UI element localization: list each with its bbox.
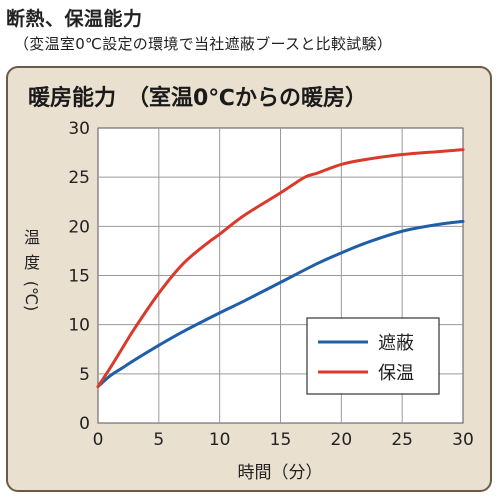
y-axis-label-part: (℃) [22, 281, 41, 311]
x-tick-label: 15 [270, 430, 292, 450]
y-axis-label-part: 度 [24, 253, 40, 272]
series-line-1 [96, 148, 465, 389]
y-tick-label: 15 [68, 267, 90, 287]
x-axis-ticks: 0 5 10 15 20 25 30 [93, 430, 474, 450]
legend-label-1: 保温 [378, 363, 414, 384]
y-axis-ticks: 0 5 10 15 20 25 30 [68, 119, 90, 434]
x-axis-label: 時間（分） [238, 463, 323, 483]
series-lines [96, 148, 465, 389]
page-title: 断熱、保温能力 [6, 8, 143, 30]
y-axis-label: 温度 (℃) [22, 228, 41, 311]
x-tick-label: 20 [331, 430, 353, 450]
x-tick-label: 0 [93, 430, 104, 450]
x-tick-label: 25 [391, 430, 413, 450]
y-tick-label: 20 [68, 217, 90, 237]
y-tick-label: 10 [68, 316, 90, 336]
y-tick-label: 5 [79, 365, 90, 385]
legend-box [306, 317, 440, 395]
y-tick-label: 0 [79, 414, 90, 434]
chart-title: 暖房能力 （室温0℃からの暖房） [28, 86, 367, 111]
series-line-0 [96, 219, 465, 389]
legend-label-0: 遮蔽 [378, 333, 414, 354]
x-tick-label: 30 [452, 430, 474, 450]
y-axis-label-part: 温 [24, 228, 40, 247]
page-subtitle: （変温室0℃設定の環境で当社遮蔽ブースと比較試験） [14, 35, 393, 53]
y-tick-label: 25 [68, 168, 90, 188]
x-tick-label: 5 [153, 430, 164, 450]
x-tick-label: 10 [209, 430, 231, 450]
y-tick-label: 30 [68, 119, 90, 139]
